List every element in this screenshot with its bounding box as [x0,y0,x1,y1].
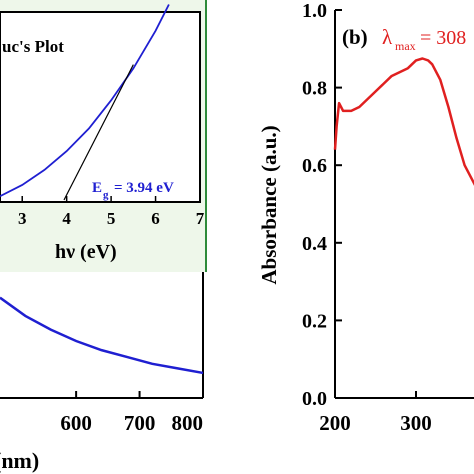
inset-x-tick-label: 4 [62,209,71,228]
eg-symbol: E [92,180,102,196]
panel-a-x-label: (nm) [0,448,39,473]
panel-b-y-label: Absorbance (a.u.) [257,125,281,284]
panel-a-x-ticks: 600 700 800 [60,391,204,435]
panel-b-y-tick-label: 0.6 [302,155,327,177]
panel-b-y-tick-label: 0.4 [302,233,327,255]
eg-value: = 3.94 eV [114,180,174,196]
inset-title: uc's Plot [2,37,64,56]
eg-subscript: g [103,189,109,201]
inset-tangent-line [63,64,134,201]
inset-x-tick-label: 3 [18,209,27,228]
inset-x-ticks: 3 4 5 6 7 [18,196,205,228]
panel-a-x-tick-label: 700 [124,411,156,435]
panel-b-x-ticks: 200 300 [319,391,432,435]
panel-a-x-tick-label: 800 [172,411,204,435]
lambda-symbol: λ [382,25,393,49]
inset-curve [0,4,170,201]
panel-b-y-tick-label: 1.0 [302,0,327,22]
panel-b: 0.0 0.2 0.4 0.6 0.8 1.0 200 300 Absorbance (a.… [257,0,474,435]
panel-b-y-tick-label: 0.0 [302,388,327,410]
panel-b-y-tick-label: 0.2 [302,310,327,332]
panel-b-curve [333,57,474,186]
panel-b-x-tick-label: 300 [400,411,432,435]
inset-x-tick-label: 5 [107,209,116,228]
lambda-subscript: max [395,39,416,53]
panel-a-series-line [0,296,204,375]
panel-b-x-tick-label: 200 [319,411,351,435]
panel-a: 600 700 800 (nm) uc's Plot 3 4 5 6 7 hν (eV) E… [0,0,207,473]
panel-a-x-tick-label: 600 [60,411,92,435]
inset-frame [0,11,201,203]
panel-b-series-line [333,57,474,186]
inset-series-line [0,4,170,198]
panel-b-y-ticks: 0.0 0.2 0.4 0.6 0.8 1.0 [302,0,342,410]
inset-x-label: hν (eV) [55,241,117,263]
eg-annotation: E g = 3.94 eV [92,180,174,201]
panel-a-curve [0,296,204,375]
inset-x-tick-label: 7 [196,209,205,228]
inset-x-tick-label: 6 [151,209,160,228]
lambda-value: = 308 [420,27,466,49]
panel-b-label: (b) [342,25,368,49]
panel-b-y-tick-label: 0.8 [302,78,327,100]
inset-plot: uc's Plot 3 4 5 6 7 hν (eV) E g = 3.94 eV [0,0,207,272]
